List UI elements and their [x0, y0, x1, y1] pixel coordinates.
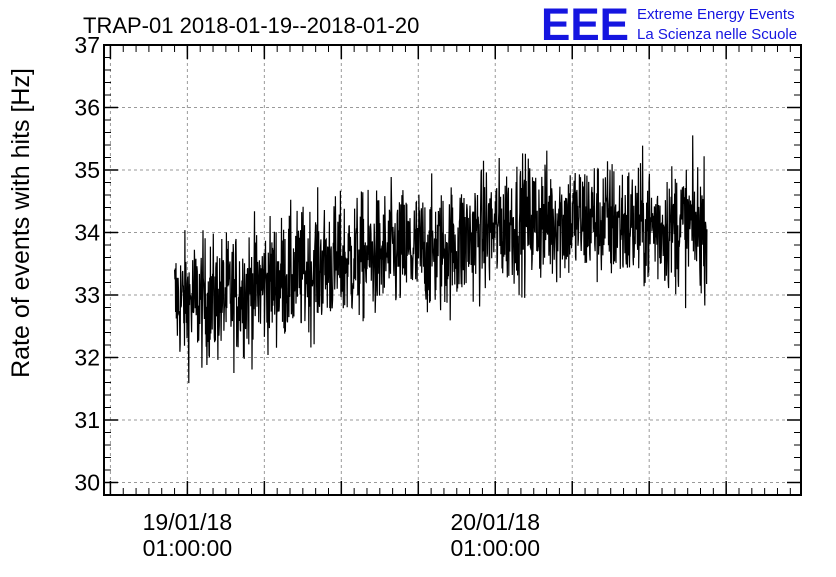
x-tick-label-date: 19/01/18 [143, 509, 233, 535]
x-tick-label-time: 01:00:00 [143, 535, 233, 561]
logo-line1: Extreme Energy Events [637, 6, 795, 23]
chart-title: TRAP-01 2018-01-19--2018-01-20 [83, 13, 419, 38]
x-tick-label-time: 01:00:00 [450, 535, 540, 561]
y-tick-label: 31 [74, 407, 100, 433]
axis-ticks [104, 44, 801, 496]
y-tick-label: 32 [74, 345, 100, 371]
y-tick-label: 36 [74, 95, 100, 121]
eee-logo: EEE Extreme Energy Events La Scienza nel… [541, 0, 797, 50]
y-tick-label: 35 [74, 157, 100, 183]
logo-mark: EEE [541, 0, 629, 50]
rate-series-line [174, 135, 708, 384]
series-layer [174, 135, 708, 384]
y-tick-label: 37 [74, 32, 100, 58]
logo-line2: La Scienza nelle Scuole [637, 26, 797, 43]
y-axis-label: Rate of events with hits [Hz] [7, 68, 35, 378]
y-tick-label: 30 [74, 470, 100, 496]
y-tick-labels: 30 31 32 33 34 35 36 37 [74, 32, 100, 496]
y-tick-label: 34 [74, 220, 100, 246]
y-tick-label: 33 [74, 282, 100, 308]
plot-frame [103, 44, 802, 496]
x-tick-label-date: 20/01/18 [450, 509, 540, 535]
